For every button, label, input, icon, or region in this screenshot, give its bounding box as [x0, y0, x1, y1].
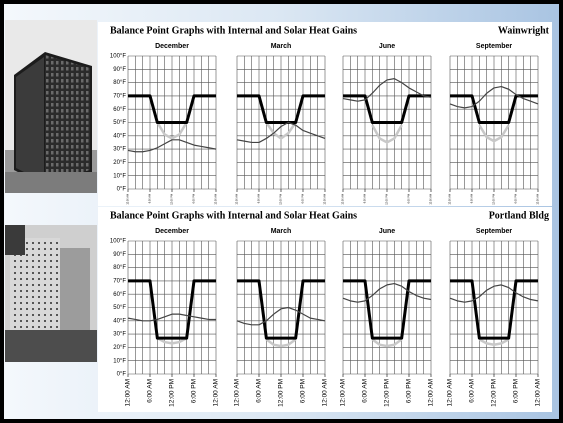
- slide: Balance Point Graphs with Internal and S…: [0, 0, 563, 423]
- facet-title: June: [379, 228, 395, 235]
- x-tick-label: 6:00 PM: [513, 379, 520, 403]
- x-tick-label: 12:00 AM: [125, 379, 132, 406]
- x-tick-label: 12:00 PM: [384, 379, 391, 407]
- x-tick-label: 6:00 AM: [362, 379, 369, 403]
- x-tick-label: 6:00 PM: [302, 194, 305, 203]
- x-tick-label: 6:00 AM: [147, 379, 154, 403]
- x-tick-label: 12:00 PM: [280, 194, 283, 205]
- y-tick-label: 80°F: [113, 265, 126, 271]
- y-tick-label: 40°F: [113, 133, 126, 139]
- x-tick-label: 12:00 PM: [278, 379, 285, 407]
- x-tick-label: 12:00 AM: [447, 379, 454, 406]
- facet-title: December: [155, 228, 189, 235]
- x-tick-label: 12:00 AM: [213, 379, 220, 406]
- x-tick-label: 12:00 AM: [342, 194, 345, 205]
- x-tick-label: 12:00 PM: [386, 194, 389, 205]
- y-tick-label: 90°F: [113, 252, 126, 258]
- x-tick-label: 12:00 AM: [234, 379, 241, 406]
- y-tick-label: 50°F: [113, 305, 126, 311]
- x-tick-label: 6:00 AM: [364, 194, 367, 203]
- y-tick-label: 40°F: [113, 318, 126, 324]
- x-tick-label: 6:00 AM: [469, 379, 476, 403]
- x-tick-label: 6:00 PM: [408, 194, 411, 203]
- x-tick-label: 12:00 PM: [171, 194, 174, 205]
- y-tick-label: 0°F: [117, 372, 127, 378]
- x-tick-label: 6:00 PM: [191, 379, 198, 403]
- y-tick-label: 20°F: [113, 345, 126, 351]
- x-tick-label: 6:00 AM: [149, 194, 152, 203]
- y-tick-label: 20°F: [113, 160, 126, 166]
- building-name: Wainwright: [498, 25, 550, 36]
- facet-title: March: [271, 228, 292, 235]
- x-tick-label: 6:00 PM: [300, 379, 307, 403]
- panel-title: Balance Point Graphs with Internal and S…: [110, 25, 357, 36]
- y-tick-label: 0°F: [117, 187, 127, 193]
- y-tick-label: 70°F: [113, 278, 126, 284]
- x-tick-label: 12:00 AM: [324, 194, 327, 205]
- x-tick-label: 12:00 PM: [491, 379, 498, 407]
- x-tick-label: 6:00 AM: [471, 194, 474, 203]
- x-tick-label: 12:00 PM: [493, 194, 496, 205]
- panel-title: Balance Point Graphs with Internal and S…: [110, 210, 357, 221]
- y-tick-label: 90°F: [113, 67, 126, 73]
- building-name: Portland Bldg: [489, 210, 549, 221]
- y-tick-label: 70°F: [113, 93, 126, 99]
- facet-title: September: [476, 43, 512, 50]
- x-tick-label: 12:00 AM: [127, 194, 130, 205]
- x-tick-label: 12:00 AM: [535, 379, 542, 406]
- x-tick-label: 6:00 PM: [515, 194, 518, 203]
- facet-title: June: [379, 43, 395, 50]
- x-tick-label: 12:00 AM: [537, 194, 540, 205]
- y-tick-label: 10°F: [113, 173, 126, 179]
- y-tick-label: 80°F: [113, 80, 126, 86]
- y-tick-label: 50°F: [113, 120, 126, 126]
- y-tick-label: 60°F: [113, 292, 126, 298]
- x-tick-label: 12:00 AM: [428, 379, 435, 406]
- x-tick-label: 12:00 AM: [322, 379, 329, 406]
- facet-title: September: [476, 228, 512, 235]
- y-tick-label: 100°F: [110, 239, 126, 245]
- x-tick-label: 12:00 AM: [340, 379, 347, 406]
- y-tick-label: 100°F: [110, 54, 126, 60]
- page: Balance Point Graphs with Internal and S…: [0, 0, 563, 423]
- x-tick-label: 12:00 AM: [449, 194, 452, 205]
- photo-wainwright: [5, 20, 97, 193]
- y-tick-label: 30°F: [113, 147, 126, 153]
- y-tick-label: 60°F: [113, 107, 126, 113]
- x-tick-label: 6:00 PM: [193, 194, 196, 203]
- y-tick-label: 10°F: [113, 358, 126, 364]
- x-tick-label: 12:00 AM: [430, 194, 433, 205]
- x-tick-label: 12:00 AM: [236, 194, 239, 205]
- x-tick-label: 12:00 PM: [169, 379, 176, 407]
- y-tick-label: 30°F: [113, 332, 126, 338]
- x-tick-label: 6:00 AM: [256, 379, 263, 403]
- photo-portland: [5, 225, 97, 362]
- facet-title: March: [271, 43, 292, 50]
- facet-title: December: [155, 43, 189, 50]
- x-tick-label: 12:00 AM: [215, 194, 218, 205]
- x-tick-label: 6:00 PM: [406, 379, 413, 403]
- x-tick-label: 6:00 AM: [258, 194, 261, 203]
